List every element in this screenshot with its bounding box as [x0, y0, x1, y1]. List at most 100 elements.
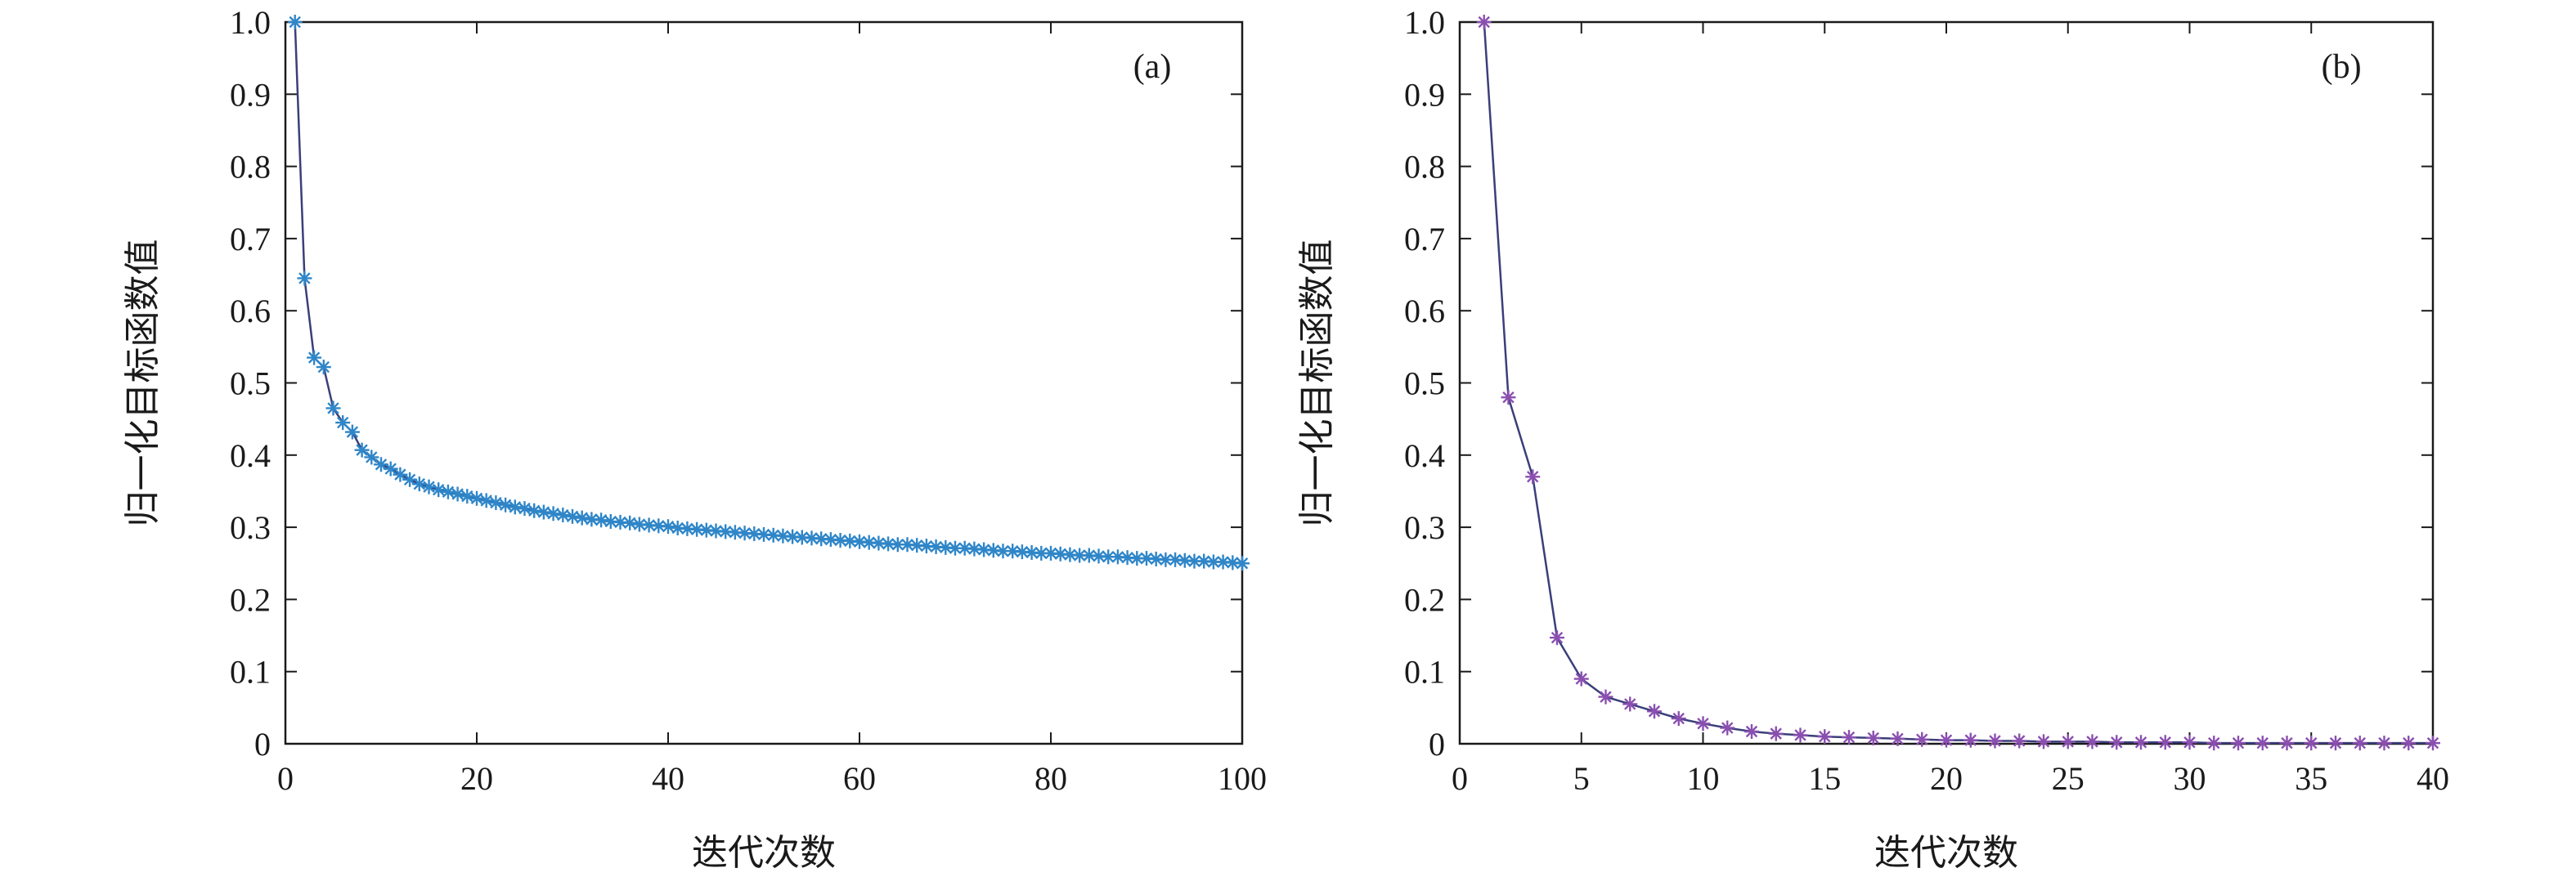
data-point — [1177, 553, 1192, 568]
data-point — [2328, 736, 2343, 751]
data-point — [1939, 732, 1954, 748]
data-point — [536, 504, 551, 520]
x-tick-label: 25 — [2052, 760, 2085, 797]
y-tick-label: 0 — [1429, 726, 1445, 763]
data-point — [1768, 726, 1784, 741]
plot-frame — [284, 20, 1244, 745]
data-point — [832, 532, 848, 548]
chart-panel-a: 0 0.1 0.2 0.3 0.4 0.5 0.6 0.7 0.8 0.9 1.0 0 20 40 60 80… — [123, 4, 1267, 873]
data-point — [1476, 15, 1492, 29]
y-axis-label: 归一化目标函数值 — [123, 239, 163, 527]
y-tick-label: 0.1 — [1404, 654, 1445, 691]
data-point — [2036, 734, 2051, 749]
data-point — [890, 537, 905, 553]
y-tick-label: 0 — [254, 726, 271, 763]
y-tick-label: 0.6 — [230, 293, 271, 329]
y-tick-label: 0.2 — [1404, 581, 1445, 618]
data-point — [689, 521, 705, 537]
x-tick-label: 30 — [2174, 760, 2206, 797]
x-tick-label: 20 — [460, 760, 493, 797]
data-point — [1091, 548, 1106, 564]
data-point — [641, 517, 657, 533]
data-point — [431, 482, 447, 498]
data-point — [527, 503, 542, 518]
y-tick-label: 1.0 — [1404, 4, 1445, 41]
y-tick-label: 0.1 — [230, 654, 271, 691]
data-point — [2376, 736, 2392, 751]
data-point — [1598, 689, 1613, 705]
x-tick-label: 15 — [1808, 760, 1841, 797]
data-point — [747, 526, 762, 542]
data-point — [1235, 556, 1250, 571]
y-tick-label: 0.8 — [230, 149, 271, 186]
data-point — [594, 512, 609, 528]
x-tick-label: 80 — [1034, 760, 1067, 797]
data-point — [555, 508, 571, 523]
data-point — [1550, 630, 1564, 646]
y-tick-label: 0.9 — [1404, 76, 1445, 113]
data-point — [2304, 736, 2319, 751]
data-point — [1744, 723, 1759, 739]
plot-frame — [1458, 20, 2435, 745]
data-point — [2085, 734, 2100, 749]
data-point — [2109, 735, 2125, 750]
y-tick-label: 1.0 — [230, 4, 271, 41]
data-point — [2255, 736, 2270, 751]
data-point — [393, 467, 408, 482]
x-axis-label: 迭代次数 — [1874, 833, 2018, 873]
x-tick-label: 0 — [1452, 760, 1468, 797]
data-point — [2060, 734, 2076, 749]
data-point — [297, 271, 312, 286]
data-point — [1963, 732, 1978, 748]
data-point — [287, 15, 303, 29]
data-point — [584, 512, 599, 527]
data-point — [1914, 732, 1930, 747]
data-point — [1987, 733, 2003, 749]
y-tick-label: 0.9 — [230, 76, 271, 113]
data-point — [661, 519, 675, 535]
y-tick-label: 0.2 — [230, 581, 271, 618]
data-point — [2182, 735, 2197, 750]
chart-panel-b: 0 0.1 0.2 0.3 0.4 0.5 0.6 0.7 0.8 0.9 1.0 0 5 10 15 20 2… — [1297, 4, 2449, 873]
data-point — [488, 495, 504, 511]
x-tick-label: 40 — [2417, 760, 2449, 797]
data-point — [1695, 716, 1711, 732]
data-point — [1043, 545, 1058, 561]
x-tick-label: 35 — [2295, 760, 2327, 797]
y-tick-label: 0.7 — [230, 221, 271, 257]
y-tick-label: 0.6 — [1404, 293, 1445, 329]
data-point — [1842, 730, 1856, 745]
data-point — [450, 486, 465, 502]
data-point — [1865, 730, 1881, 745]
data-point — [316, 360, 331, 375]
data-point — [507, 499, 523, 515]
data-point — [2279, 736, 2295, 751]
data-point — [756, 526, 771, 542]
data-point — [354, 442, 370, 458]
data-point — [1005, 544, 1021, 559]
x-tick-label: 100 — [1218, 760, 1267, 797]
data-point — [1890, 731, 1905, 746]
data-point — [622, 515, 638, 530]
x-tick-label: 60 — [843, 760, 876, 797]
data-point — [1647, 704, 1662, 719]
data-point — [918, 539, 934, 554]
data-point — [1525, 469, 1541, 485]
series-line — [294, 21, 1243, 565]
data-point — [498, 497, 514, 512]
data-point — [1573, 671, 1589, 687]
data-point — [565, 508, 580, 524]
panel-label: (b) — [2322, 48, 2362, 86]
data-point — [2352, 736, 2367, 751]
y-tick-label: 0.3 — [1404, 509, 1445, 546]
series-line — [1483, 21, 2433, 745]
data-point — [2134, 735, 2148, 750]
data-point — [478, 493, 494, 508]
y-tick-label: 0.8 — [1404, 149, 1445, 186]
x-tick-label: 0 — [277, 760, 294, 797]
data-point — [411, 477, 427, 492]
y-tick-label: 0.3 — [230, 509, 271, 546]
x-tick-label: 5 — [1573, 760, 1590, 797]
data-point — [1671, 711, 1686, 727]
